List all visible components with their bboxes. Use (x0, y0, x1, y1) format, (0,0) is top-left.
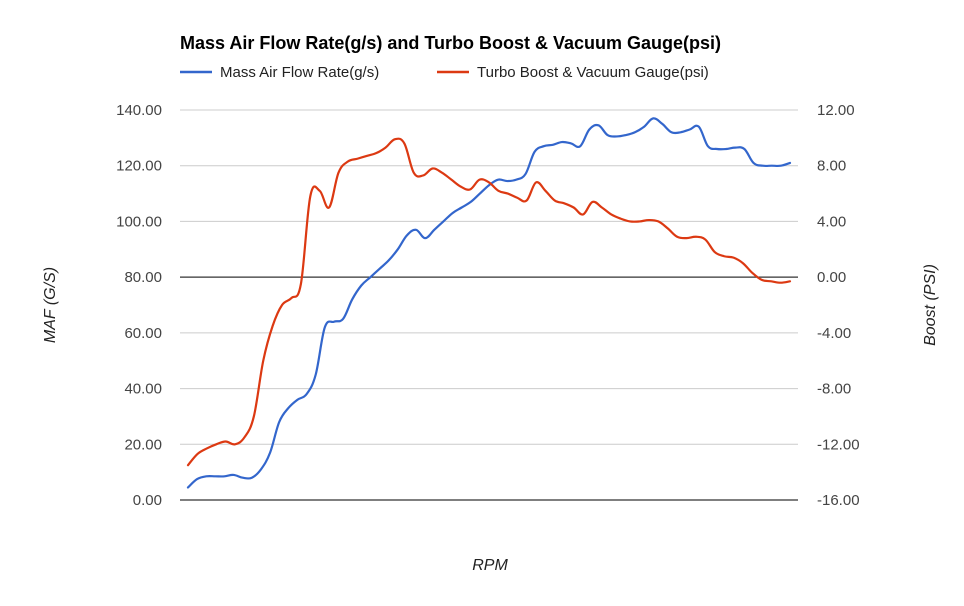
chart-title: Mass Air Flow Rate(g/s) and Turbo Boost … (180, 33, 721, 53)
left-tick-label: 0.00 (133, 492, 162, 509)
right-tick-label: -12.00 (817, 436, 860, 453)
series-line-maf (186, 117, 792, 489)
series-line-boost (186, 137, 792, 467)
y-axis-right-title: Boost (PSI) (922, 264, 939, 346)
series-group (186, 117, 792, 489)
right-tick-label: 4.00 (817, 213, 846, 230)
left-tick-label: 120.00 (116, 158, 162, 175)
left-tick-label: 60.00 (124, 325, 162, 342)
left-tick-label: 40.00 (124, 381, 162, 398)
legend-label-maf: Mass Air Flow Rate(g/s) (220, 64, 379, 81)
left-tick-label: 140.00 (116, 102, 162, 119)
y-axis-left-title: MAF (G/S) (42, 267, 59, 343)
right-tick-label: -4.00 (817, 325, 851, 342)
right-tick-label: -16.00 (817, 492, 860, 509)
gridlines (180, 109, 798, 501)
right-tick-label: 0.00 (817, 269, 846, 286)
left-axis-ticks: 0.00 20.00 40.00 60.00 80.00 100.00 120.00 140.… (116, 102, 162, 509)
left-tick-label: 20.00 (124, 436, 162, 453)
legend-label-boost: Turbo Boost & Vacuum Gauge(psi) (477, 64, 709, 81)
left-tick-label: 80.00 (124, 269, 162, 286)
legend: Mass Air Flow Rate(g/s) Turbo Boost & Va… (180, 64, 709, 81)
right-tick-label: -8.00 (817, 381, 851, 398)
x-axis-title: RPM (472, 557, 508, 574)
left-tick-label: 100.00 (116, 213, 162, 230)
right-axis-ticks: -16.00 -12.00 -8.00 -4.00 0.00 4.00 8.00 12.00 (817, 102, 860, 509)
right-tick-label: 8.00 (817, 158, 846, 175)
right-tick-label: 12.00 (817, 102, 855, 119)
